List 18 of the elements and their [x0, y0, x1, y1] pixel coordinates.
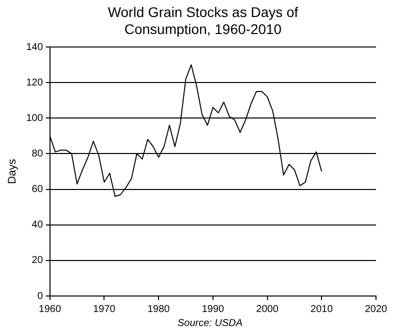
x-tick-label: 2010	[310, 304, 334, 315]
y-tick-label: 60	[32, 184, 44, 196]
x-tick-label: 2000	[256, 304, 279, 315]
x-tick-label: 1960	[38, 304, 62, 315]
chart-title: World Grain Stocks as Days of Consumption, 1960-2010	[106, 4, 300, 38]
x-tick-label: 1970	[93, 304, 116, 315]
y-tick-label: 120	[26, 77, 44, 88]
x-tick-label: 1980	[147, 304, 170, 315]
x-tick-label: 1990	[202, 304, 224, 315]
x-tick-label: 2020	[364, 304, 388, 315]
y-axis-title: Days	[6, 158, 19, 184]
y-tick-label: 40	[32, 220, 44, 231]
y-tick-label: 140	[26, 42, 44, 53]
y-tick-label: 0	[37, 290, 44, 302]
y-tick-label: 20	[32, 255, 44, 266]
source-note: Source: USDA	[176, 318, 244, 329]
y-tick-label: 80	[32, 148, 44, 160]
y-tick-label: 100	[26, 112, 44, 124]
